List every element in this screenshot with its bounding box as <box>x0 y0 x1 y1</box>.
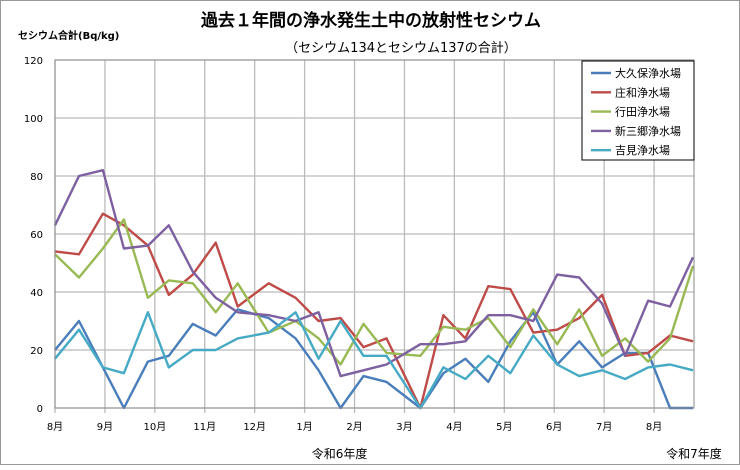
series-line-0 <box>54 308 693 410</box>
chart-subtitle: （セシウム134とセシウム137の合計） <box>285 40 517 56</box>
series-line-4 <box>54 311 694 410</box>
y-axis-label: セシウム合計(Bq/kg) <box>18 29 119 42</box>
x-tick-label: 8月 <box>47 421 63 433</box>
series-lines <box>53 168 695 410</box>
x-tick-label: 11月 <box>193 421 216 433</box>
period-label: 令和6年度 <box>312 446 368 461</box>
legend-label: 庄和浄水場 <box>615 85 670 99</box>
chart-title: 過去１年間の浄水発生土中の放射性セシウム <box>201 10 541 31</box>
legend-label: 大久保浄水場 <box>615 66 681 80</box>
y-tick-label: 60 <box>30 230 43 241</box>
x-tick-label: 12月 <box>243 421 266 433</box>
x-tick-label: 1月 <box>296 421 312 433</box>
y-tick-label: 80 <box>30 172 43 183</box>
x-tick-label: 9月 <box>97 421 113 433</box>
series-line-3 <box>53 168 695 378</box>
x-tick-label: 7月 <box>596 421 612 433</box>
y-tick-label: 20 <box>30 346 43 357</box>
x-tick-label: 4月 <box>446 421 462 433</box>
x-tick-label: 2月 <box>346 421 362 433</box>
series-line-1 <box>54 212 694 410</box>
period-label: 令和7年度 <box>666 446 722 461</box>
grid <box>54 59 694 413</box>
x-tick-label: 6月 <box>546 421 562 433</box>
y-tick-label: 40 <box>30 288 43 299</box>
y-tick-label: 100 <box>24 114 43 125</box>
x-tick-label: 10月 <box>143 421 166 433</box>
x-tick-label: 3月 <box>396 421 412 433</box>
y-tick-label: 120 <box>24 56 43 67</box>
legend-label: 新三郷浄水場 <box>615 124 681 138</box>
y-tick-label: 0 <box>37 404 43 415</box>
x-tick-label: 8月 <box>646 421 662 433</box>
legend-label: 行田浄水場 <box>615 105 670 119</box>
plot-border <box>54 59 695 409</box>
y-tick-labels: 0 20 40 60 80 100 120 <box>24 56 43 415</box>
legend-label: 吉見浄水場 <box>615 143 670 157</box>
x-tick-label: 5月 <box>496 421 512 433</box>
series-line-2 <box>54 218 695 366</box>
